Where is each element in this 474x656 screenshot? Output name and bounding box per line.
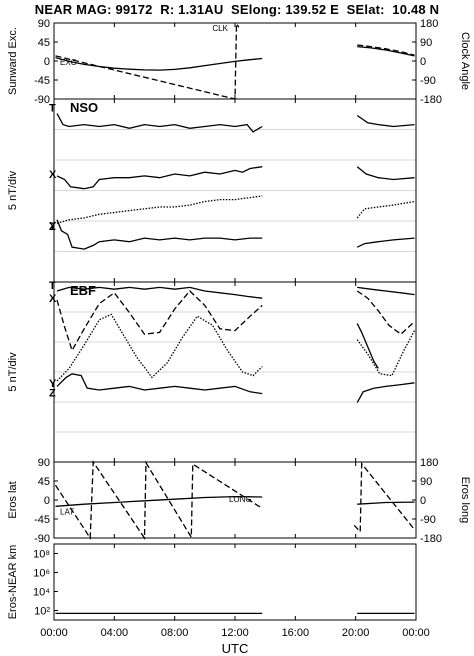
series-line-eros-0 <box>357 501 415 505</box>
x-tick-label: 16:00 <box>282 627 310 639</box>
panel-label: NSO <box>70 100 98 115</box>
series-line-sun-0 <box>55 56 263 71</box>
y-axis-label: Sunward Exc. <box>7 27 19 95</box>
y-tick-label-right: -180 <box>420 533 442 545</box>
series-line-T <box>356 114 415 128</box>
panel-eros: 90 45 0 -45 -90 180 90 0 -90 -180 Eros lat Eros lon… <box>7 457 471 545</box>
panel-dist: 10⁸ 10⁶ 10⁴ 10² Eros-NEAR km <box>7 543 417 621</box>
series-line-X <box>56 290 263 353</box>
y-tick-label-right: 180 <box>420 457 438 469</box>
series-label-X: X <box>49 169 57 181</box>
series-label-Y: Y <box>49 378 57 390</box>
series-label-T: T <box>49 103 56 115</box>
y-tick-label-right: -180 <box>420 94 442 106</box>
series-line-T <box>56 113 263 133</box>
series-label-X: X <box>49 293 57 305</box>
y-tick-label: 10² <box>34 606 50 618</box>
x-tick-label: 08:00 <box>161 627 189 639</box>
x-axis-label: UTC <box>222 641 249 656</box>
series-label-Z: Z <box>49 221 56 233</box>
series-line-sun-1 <box>357 44 415 56</box>
series-line-Y <box>56 195 263 225</box>
y-tick-label: 0 <box>44 495 50 507</box>
series-line-eros-1 <box>54 459 263 541</box>
y-axis-label-right: Eros long <box>459 477 471 523</box>
y-tick-label-right: 180 <box>420 18 438 30</box>
panel-label: EBF <box>70 283 96 298</box>
series-line-T <box>357 286 415 296</box>
series-line-eros-0 <box>55 495 263 507</box>
x-tick-label: 04:00 <box>101 627 129 639</box>
series-label-Z: Z <box>49 387 56 399</box>
series-line-ebf-4 <box>356 323 379 369</box>
y-axis-label: 5 nT/div <box>7 170 19 210</box>
y-tick-label: 10⁸ <box>33 549 50 561</box>
y-tick-label: 90 <box>38 18 50 30</box>
series-line-eros-1 <box>353 461 416 534</box>
y-tick-label-right: 0 <box>420 56 426 68</box>
y-tick-label-right: 90 <box>420 476 432 488</box>
x-tick-label: 00:00 <box>40 627 68 639</box>
series-line-Z <box>56 373 263 395</box>
series-line-sun-0 <box>357 45 415 57</box>
y-axis-label-right: Clock Angle <box>459 32 471 90</box>
series-line-Y <box>356 200 415 219</box>
series-line-Z <box>356 237 415 248</box>
series-line-Y <box>356 330 416 377</box>
panel-nso: 5 nT/div NSO T X YZ <box>7 98 417 283</box>
figure-title: NEAR MAG: 99172 R: 1.31AU SElong: 139.52… <box>34 2 440 17</box>
x-tick-label: 00:00 <box>402 627 430 639</box>
panel-ebf: 5 nT/div EBF TX YZ <box>7 280 417 463</box>
y-tick-label: 45 <box>38 476 50 488</box>
series-label-Y: Y <box>49 220 57 232</box>
y-tick-label: -90 <box>34 533 50 545</box>
y-tick-label: 10⁶ <box>33 568 50 580</box>
y-axis-label: Eros-NEAR km <box>7 545 19 620</box>
panel-frame <box>53 543 417 621</box>
y-axis-label: Eros lat <box>7 481 19 518</box>
y-tick-label-right: -90 <box>420 514 436 526</box>
annotation: EXC <box>60 58 77 67</box>
series-line-Y <box>56 313 263 382</box>
y-tick-label: 10⁴ <box>33 587 50 599</box>
series-line-Z <box>56 219 263 250</box>
series-label-T: T <box>49 280 56 292</box>
series-line-sun-1 <box>55 21 240 100</box>
series-line-X <box>356 166 415 181</box>
y-tick-label-right: 90 <box>420 37 432 49</box>
series-line-Z <box>356 382 415 403</box>
y-tick-label: -45 <box>34 514 50 526</box>
annotation: LAT <box>60 508 74 517</box>
y-tick-label: -90 <box>34 94 50 106</box>
y-tick-label: 90 <box>38 457 50 469</box>
y-tick-label-right: -90 <box>420 75 436 87</box>
y-tick-label: -45 <box>34 75 50 87</box>
annotation: LONG <box>229 495 252 504</box>
series-line-T <box>56 286 263 299</box>
y-axis-label: 5 nT/div <box>7 352 19 392</box>
panel-sun: 90 45 0 -45 -90 180 90 0 -90 -180 Sunward Exc. Cloc… <box>7 18 471 106</box>
series-line-X <box>356 290 415 336</box>
y-tick-label-right: 0 <box>420 495 426 507</box>
annotation: CLK <box>212 24 228 33</box>
x-tick-label: 20:00 <box>342 627 370 639</box>
series-line-X <box>56 166 263 190</box>
y-tick-label: 0 <box>44 56 50 68</box>
x-tick-label: 12:00 <box>221 627 249 639</box>
y-tick-label: 45 <box>38 37 50 49</box>
